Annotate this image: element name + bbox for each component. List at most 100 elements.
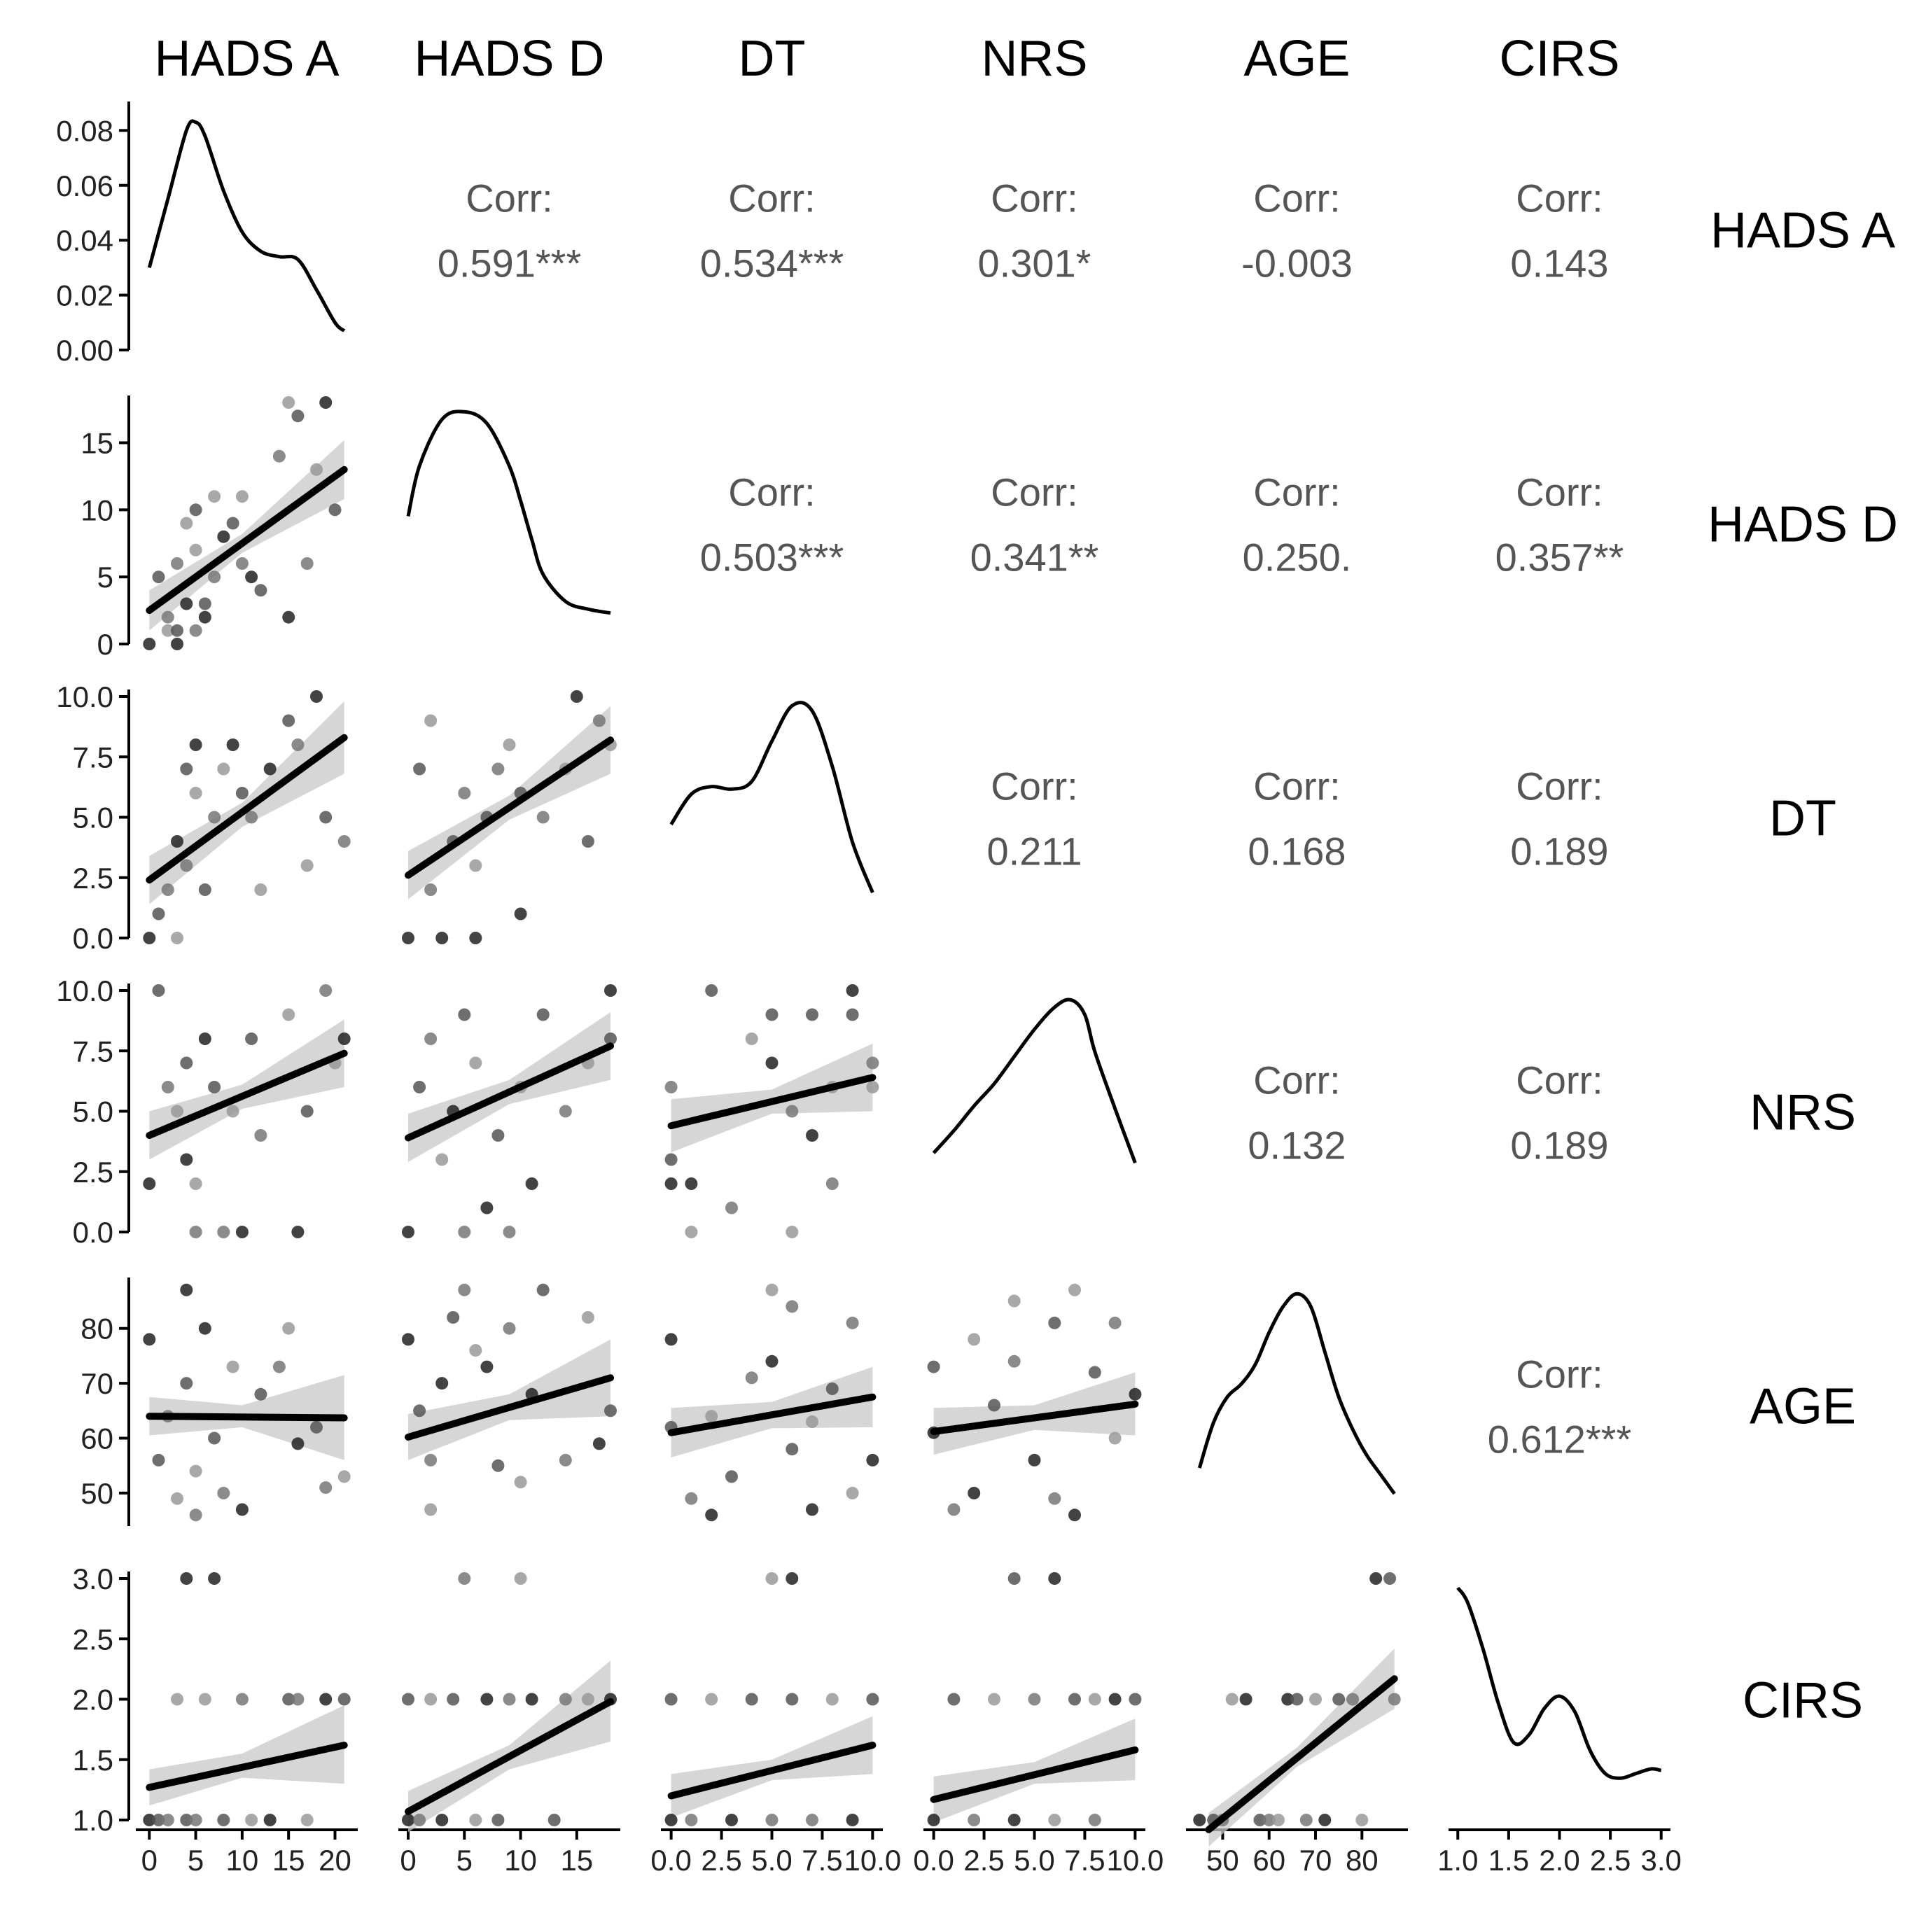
scatter-point bbox=[725, 1814, 738, 1826]
scatter-point bbox=[1108, 1693, 1122, 1706]
scatter-point bbox=[161, 883, 174, 896]
scatter-point bbox=[263, 762, 277, 776]
scatter-point bbox=[413, 1404, 426, 1418]
row-label-cirs: CIRS bbox=[1743, 1673, 1863, 1729]
regression-line-hads-a-hads-d bbox=[146, 465, 348, 615]
scatter-point bbox=[1108, 1316, 1122, 1329]
column-label-age: AGE bbox=[1243, 31, 1350, 87]
scatter-point bbox=[413, 1814, 426, 1826]
scatter-point bbox=[435, 1377, 449, 1390]
scatter-point bbox=[180, 1153, 193, 1166]
regression-line-hads-d-age bbox=[405, 1374, 614, 1441]
regression-line-nrs-cirs bbox=[930, 1746, 1139, 1803]
x-tick-label: 0 bbox=[400, 1844, 416, 1877]
scatter-point bbox=[435, 1153, 449, 1166]
column-label-nrs: NRS bbox=[981, 31, 1087, 87]
scatter-point bbox=[458, 1572, 471, 1585]
corr-label: Corr: bbox=[1516, 470, 1603, 514]
scatter-point bbox=[581, 835, 594, 848]
column-label-dt: DT bbox=[739, 31, 806, 87]
corr-label: Corr: bbox=[1253, 176, 1340, 220]
scatter-point bbox=[447, 1693, 460, 1706]
y-tick-label: 2.5 bbox=[73, 1156, 113, 1189]
corr-value-nrs-cirs: 0.189 bbox=[1510, 1124, 1608, 1168]
confidence-band-hads-a-nrs bbox=[149, 1019, 344, 1160]
y-tick-label: 5.0 bbox=[73, 1096, 113, 1128]
column-label-hads-d: HADS D bbox=[414, 31, 604, 87]
scatter-point bbox=[806, 1415, 818, 1428]
x-tick-label: 5 bbox=[188, 1844, 204, 1877]
y-tick-label: 5.0 bbox=[73, 802, 113, 834]
scatter-point bbox=[424, 1032, 438, 1045]
scatter-point bbox=[559, 1693, 572, 1706]
scatter-point bbox=[806, 1503, 818, 1516]
scatter-point bbox=[189, 738, 202, 751]
confidence-band-hads-d-age bbox=[408, 1339, 610, 1460]
scatter-point bbox=[282, 1008, 295, 1021]
scatter-point bbox=[570, 690, 583, 703]
scatter-point bbox=[1369, 1572, 1383, 1585]
scatter-point bbox=[547, 1814, 561, 1826]
corr-label: Corr: bbox=[1516, 764, 1603, 808]
scatter-point bbox=[745, 1693, 758, 1706]
scatter-point bbox=[319, 396, 333, 409]
scatter-point bbox=[725, 1470, 738, 1483]
corr-value-hads-a-nrs: 0.301* bbox=[978, 241, 1091, 286]
scatter-point bbox=[866, 1056, 879, 1070]
y-tick-label: 0.02 bbox=[56, 279, 113, 312]
y-tick-label: 80 bbox=[81, 1312, 113, 1345]
x-tick-label: 10.0 bbox=[844, 1844, 901, 1877]
scatter-point bbox=[152, 570, 165, 584]
corr-value-age-cirs: 0.612*** bbox=[1488, 1418, 1632, 1462]
scatter-point bbox=[319, 1693, 333, 1706]
scatter-point bbox=[337, 1693, 351, 1706]
scatter-point bbox=[664, 1081, 678, 1093]
scatter-point bbox=[1048, 1572, 1061, 1585]
scatter-point bbox=[1007, 1572, 1021, 1585]
scatter-point bbox=[685, 1226, 698, 1238]
scatter-point bbox=[226, 1105, 239, 1118]
scatter-point bbox=[235, 1693, 249, 1706]
x-tick-label: 1.0 bbox=[1437, 1844, 1478, 1877]
scatter-point bbox=[480, 1201, 494, 1214]
corr-value-hads-d-cirs: 0.357** bbox=[1495, 536, 1624, 580]
scatter-point bbox=[245, 811, 258, 824]
y-tick-label: 2.0 bbox=[73, 1684, 113, 1716]
scatter-point bbox=[282, 610, 295, 624]
scatter-point bbox=[300, 1814, 314, 1826]
corr-label: Corr: bbox=[1516, 1058, 1603, 1102]
scatter-point bbox=[161, 624, 174, 637]
scatter-point bbox=[217, 762, 230, 776]
scatter-point bbox=[424, 1503, 438, 1516]
confidence-band-nrs-cirs bbox=[933, 1718, 1136, 1823]
x-tick-label: 60 bbox=[1252, 1844, 1285, 1877]
scatter-point bbox=[282, 714, 295, 727]
scatter-point bbox=[765, 1008, 779, 1021]
scatter-point bbox=[765, 1056, 779, 1070]
scatter-point bbox=[786, 1443, 799, 1456]
scatter-point bbox=[435, 1814, 449, 1826]
scatter-point bbox=[235, 1503, 249, 1516]
scatter-point bbox=[171, 932, 183, 944]
regression-line-hads-a-cirs bbox=[146, 1742, 348, 1791]
scatter-point bbox=[988, 1693, 1000, 1706]
scatter-point bbox=[198, 1693, 211, 1706]
x-tick-label: 7.5 bbox=[1064, 1844, 1105, 1877]
scatter-point bbox=[846, 1814, 859, 1826]
confidence-band-hads-a-cirs bbox=[149, 1705, 344, 1806]
scatter-point bbox=[189, 624, 202, 637]
scatter-point bbox=[1193, 1814, 1206, 1826]
scatter-point bbox=[152, 907, 165, 920]
scatter-point bbox=[503, 1226, 516, 1238]
scatter-point bbox=[319, 1481, 333, 1494]
scatter-point bbox=[491, 762, 505, 776]
scatter-point bbox=[171, 638, 183, 650]
scatter-point bbox=[1007, 1354, 1021, 1368]
regression-line-nrs-age bbox=[930, 1400, 1139, 1436]
scatter-point bbox=[282, 1693, 295, 1706]
scatter-point bbox=[180, 597, 193, 610]
scatter-point bbox=[503, 1693, 516, 1706]
x-tick-label: 15 bbox=[560, 1844, 593, 1877]
scatter-point bbox=[480, 1360, 494, 1373]
scatter-point bbox=[310, 690, 323, 703]
